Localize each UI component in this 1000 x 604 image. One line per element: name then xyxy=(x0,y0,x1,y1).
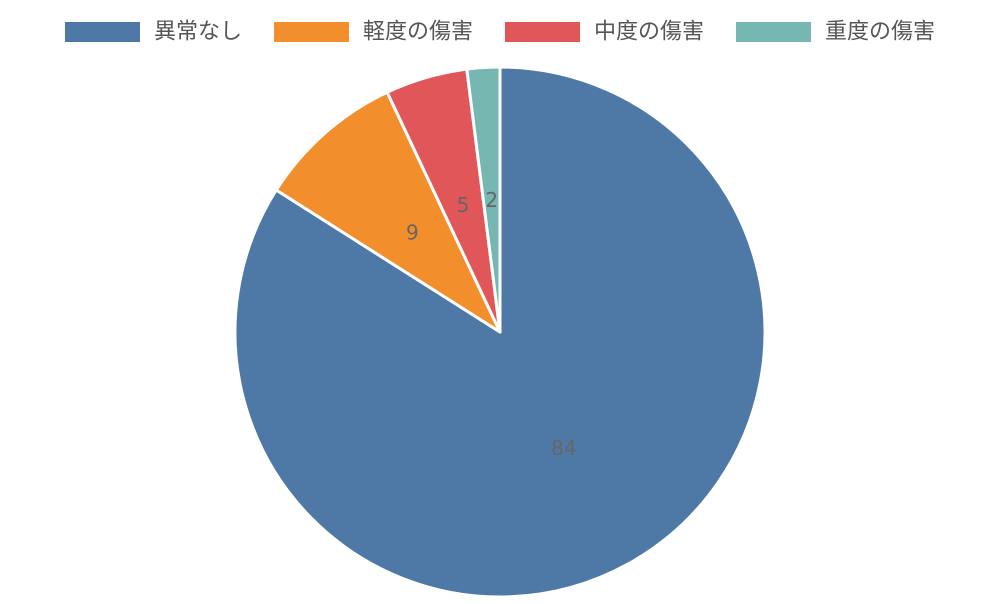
legend-swatch xyxy=(64,22,140,42)
legend-label: 軽度の傷害 xyxy=(363,20,473,45)
pie-slice[interactable] xyxy=(465,65,502,334)
slice-value-label: 2 xyxy=(485,188,498,212)
legend-item[interactable]: 軽度の傷害 xyxy=(273,20,473,45)
pie-slice[interactable] xyxy=(274,90,502,334)
slice-value-label: 9 xyxy=(406,221,419,245)
pie-slices xyxy=(233,65,767,599)
legend: 異常なし 軽度の傷害 中度の傷害 重度の傷害 xyxy=(64,20,935,45)
slice-value-label: 84 xyxy=(551,436,576,460)
slice-value-label: 5 xyxy=(457,193,470,217)
legend-item[interactable]: 異常なし xyxy=(64,20,242,45)
legend-label: 重度の傷害 xyxy=(825,20,935,45)
legend-label: 中度の傷害 xyxy=(594,20,704,45)
legend-item[interactable]: 中度の傷害 xyxy=(505,20,704,45)
legend-swatch xyxy=(273,22,349,42)
legend-label: 異常なし xyxy=(154,20,242,45)
legend-swatch xyxy=(736,22,812,42)
legend-swatch xyxy=(505,22,580,42)
slice-labels: 84 9 5 2 xyxy=(406,188,577,460)
legend-item[interactable]: 重度の傷害 xyxy=(736,20,935,45)
